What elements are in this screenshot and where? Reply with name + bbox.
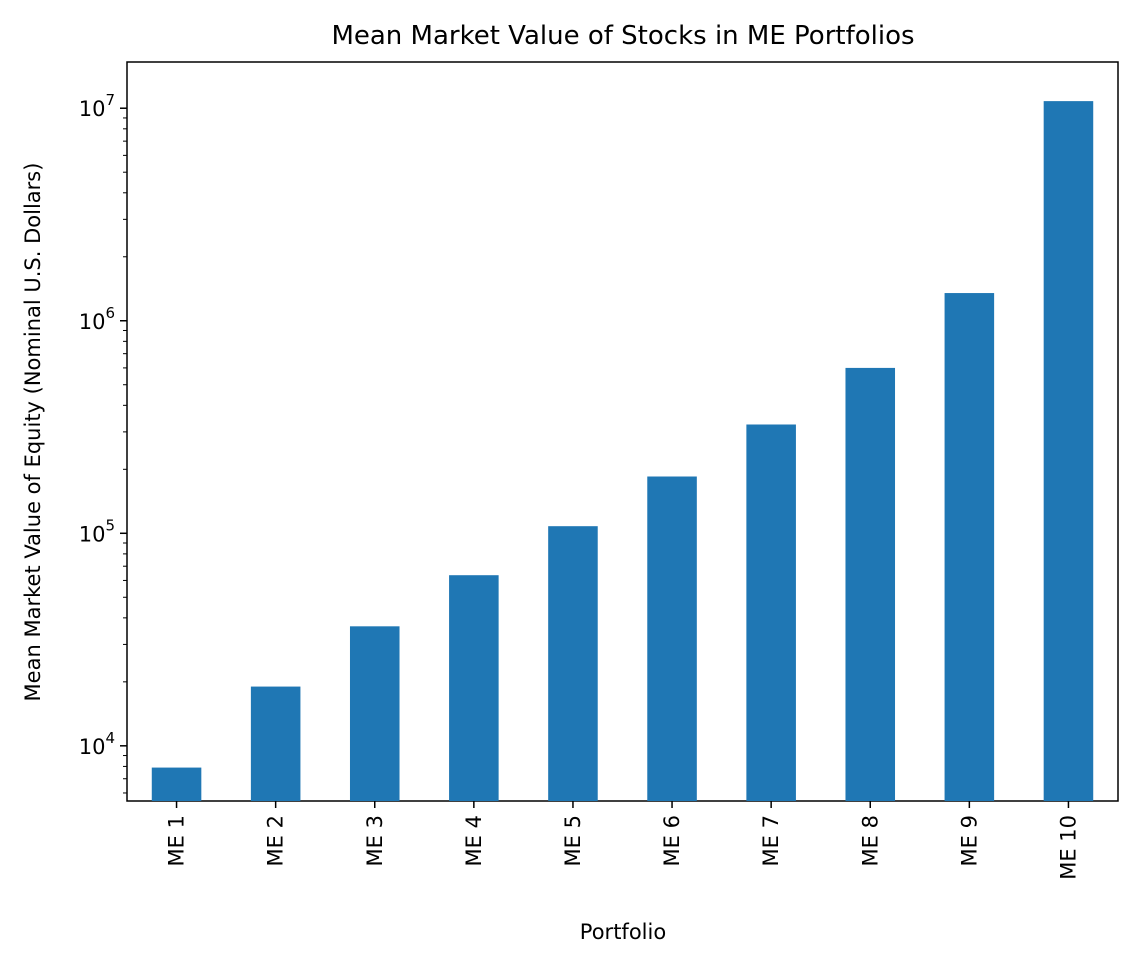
y-axis: 104 105 106 107 bbox=[79, 91, 127, 794]
x-tick-label: ME 8 bbox=[858, 815, 882, 866]
x-tick-label: ME 5 bbox=[561, 815, 585, 866]
x-axis-label: Portfolio bbox=[580, 920, 666, 944]
y-tick-label: 105 bbox=[79, 516, 115, 546]
bar-me-8 bbox=[845, 367, 896, 801]
y-tick-label: 104 bbox=[79, 729, 115, 759]
x-tick-label: ME 1 bbox=[165, 815, 189, 866]
bar-me-3 bbox=[349, 626, 400, 801]
x-tick-label: ME 7 bbox=[759, 815, 783, 866]
y-tick-label: 107 bbox=[79, 91, 115, 121]
chart-title: Mean Market Value of Stocks in ME Portfo… bbox=[331, 21, 914, 51]
x-tick-label: ME 10 bbox=[1056, 815, 1080, 880]
bar-me-9 bbox=[944, 293, 995, 801]
bar-me-4 bbox=[449, 575, 499, 801]
bar-me-6 bbox=[647, 476, 697, 801]
bars bbox=[151, 101, 1094, 801]
y-tick-label: 106 bbox=[79, 304, 115, 334]
bar-me-5 bbox=[548, 526, 598, 801]
bar-me-7 bbox=[746, 424, 796, 801]
bar-me-1 bbox=[151, 767, 202, 801]
x-tick-label: ME 6 bbox=[660, 815, 684, 866]
x-tick-label: ME 3 bbox=[363, 815, 387, 866]
x-axis: ME 1 ME 2 ME 3 ME 4 ME 5 ME 6 ME 7 ME 8 ME 9 ME 1… bbox=[165, 801, 1080, 880]
x-tick-label: ME 2 bbox=[264, 815, 288, 866]
y-axis-label: Mean Market Value of Equity (Nominal U.S… bbox=[21, 163, 45, 702]
x-tick-label: ME 9 bbox=[957, 815, 981, 866]
bar-me-10 bbox=[1043, 101, 1094, 801]
bar-me-2 bbox=[250, 686, 301, 801]
x-tick-label: ME 4 bbox=[462, 815, 486, 866]
